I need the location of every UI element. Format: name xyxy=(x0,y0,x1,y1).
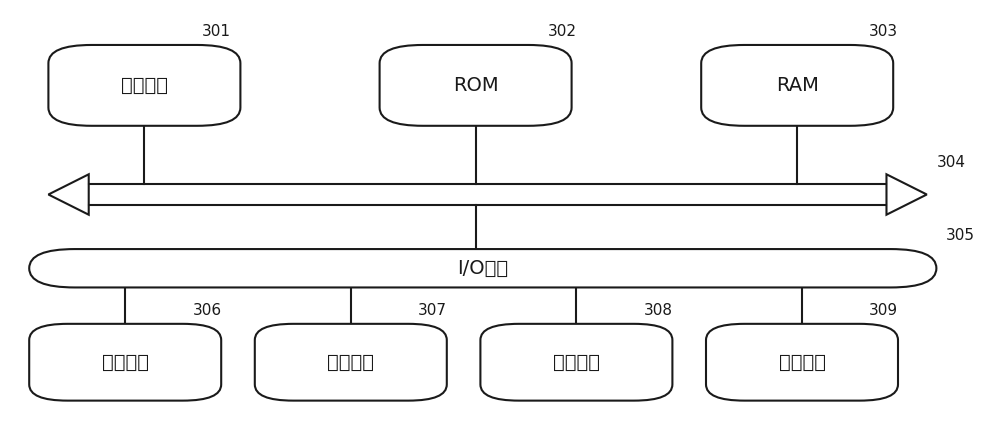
Text: 307: 307 xyxy=(418,303,447,318)
Text: 309: 309 xyxy=(869,303,898,318)
Text: ROM: ROM xyxy=(453,76,498,95)
Text: I/O接口: I/O接口 xyxy=(457,259,508,278)
Text: 存储装置: 存储装置 xyxy=(553,353,600,372)
Text: 308: 308 xyxy=(644,303,673,318)
Text: 302: 302 xyxy=(548,24,577,39)
FancyBboxPatch shape xyxy=(29,324,221,401)
Text: 输出装置: 输出装置 xyxy=(327,353,374,372)
FancyBboxPatch shape xyxy=(701,45,893,126)
Text: 输入装置: 输入装置 xyxy=(102,353,149,372)
Text: 301: 301 xyxy=(202,24,231,39)
FancyBboxPatch shape xyxy=(706,324,898,401)
FancyBboxPatch shape xyxy=(380,45,572,126)
Text: 304: 304 xyxy=(936,155,965,170)
FancyBboxPatch shape xyxy=(29,249,936,288)
Text: 305: 305 xyxy=(946,228,975,243)
Text: 303: 303 xyxy=(869,24,898,39)
Text: 处理装置: 处理装置 xyxy=(121,76,168,95)
FancyBboxPatch shape xyxy=(255,324,447,401)
Text: RAM: RAM xyxy=(776,76,819,95)
Text: 通信装置: 通信装置 xyxy=(778,353,826,372)
Text: 306: 306 xyxy=(192,303,222,318)
FancyBboxPatch shape xyxy=(480,324,672,401)
FancyBboxPatch shape xyxy=(48,45,240,126)
